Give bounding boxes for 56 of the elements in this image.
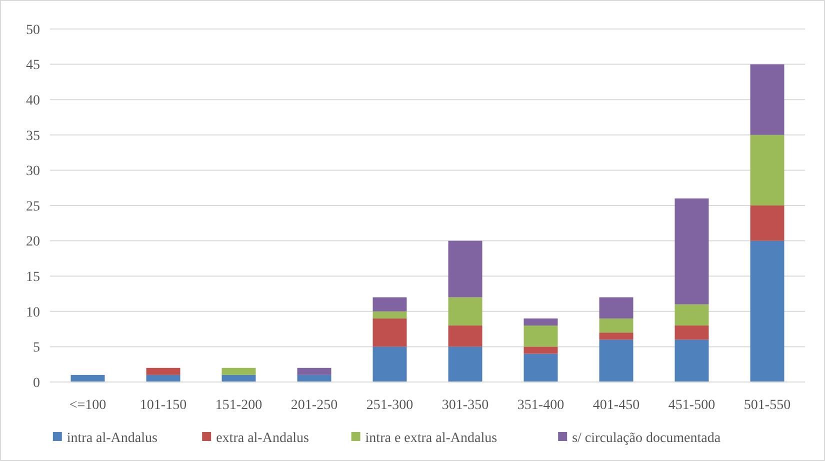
y-tick-label: 45 bbox=[26, 58, 40, 74]
legend-label: intra e extra al-Andalus bbox=[365, 430, 498, 446]
bar bbox=[222, 374, 256, 382]
bar bbox=[750, 240, 784, 382]
x-tick-label: 101-150 bbox=[140, 398, 187, 413]
y-tick-label: 30 bbox=[26, 164, 40, 180]
x-tick-label: 351-400 bbox=[517, 398, 564, 413]
y-tick-label: 15 bbox=[26, 270, 40, 285]
bar bbox=[674, 304, 709, 326]
bar bbox=[524, 326, 558, 347]
bar bbox=[524, 318, 558, 326]
y-tick-label: 5 bbox=[33, 340, 40, 356]
bar bbox=[146, 374, 180, 382]
x-tick-label: 401-450 bbox=[592, 398, 640, 413]
legend-label: intra al-Andalus bbox=[66, 430, 158, 446]
bar bbox=[524, 346, 558, 354]
y-tick-label: 10 bbox=[26, 305, 40, 320]
x-tick-label: 501-550 bbox=[744, 398, 791, 413]
x-tick-label: 201-250 bbox=[290, 398, 338, 413]
bar bbox=[674, 340, 709, 382]
x-tick-label: 301-350 bbox=[442, 398, 489, 413]
x-tick-label: 451-500 bbox=[668, 398, 716, 413]
bar bbox=[297, 368, 332, 375]
legend-label: s/ circulação documentada bbox=[572, 430, 722, 446]
bar bbox=[750, 206, 784, 241]
bar bbox=[448, 240, 482, 298]
bar bbox=[70, 374, 105, 382]
x-tick-label: <=100 bbox=[69, 398, 106, 413]
y-tick-label: 40 bbox=[26, 94, 40, 108]
y-tick-label: 35 bbox=[26, 128, 40, 144]
y-tick-label: 25 bbox=[26, 199, 40, 214]
bar bbox=[372, 318, 407, 347]
bar bbox=[674, 198, 709, 304]
bar bbox=[599, 340, 634, 382]
bar bbox=[674, 326, 709, 340]
bar bbox=[750, 64, 784, 135]
y-tick-label: 50 bbox=[26, 22, 40, 38]
bar bbox=[599, 318, 634, 333]
bar bbox=[372, 346, 407, 382]
y-tick-label: 20 bbox=[26, 234, 40, 250]
bar bbox=[297, 374, 332, 382]
x-tick-label: 251-300 bbox=[366, 398, 414, 413]
bar bbox=[599, 332, 634, 340]
bar bbox=[750, 134, 784, 206]
legend-label: extra al-Andalus bbox=[216, 430, 310, 446]
bar bbox=[448, 326, 482, 347]
bar bbox=[599, 297, 634, 318]
bar bbox=[448, 297, 482, 326]
bar bbox=[372, 297, 407, 312]
bar bbox=[448, 346, 482, 382]
y-tick-label: 0 bbox=[33, 376, 40, 391]
bar bbox=[146, 368, 180, 375]
bar bbox=[222, 368, 256, 375]
bar bbox=[372, 311, 407, 318]
x-tick-label: 151-200 bbox=[215, 398, 262, 413]
bar bbox=[524, 354, 558, 382]
